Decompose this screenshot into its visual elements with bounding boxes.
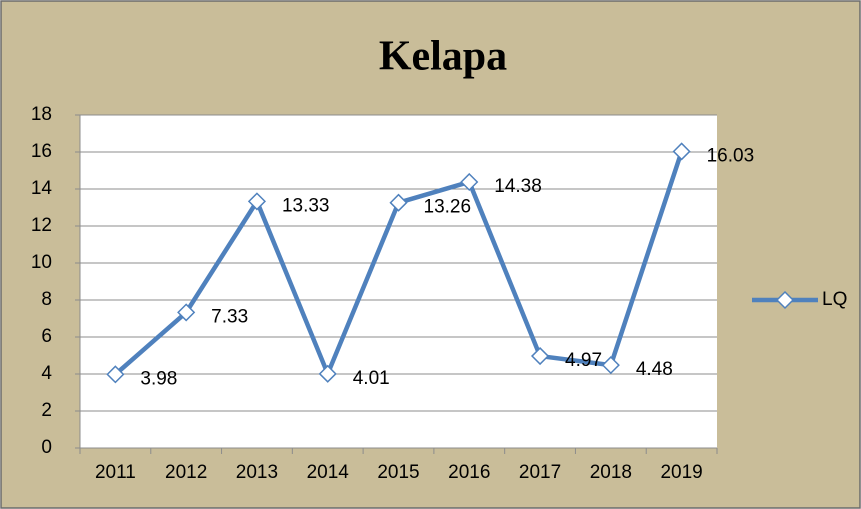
data-point: [177, 303, 196, 322]
data-point: [530, 346, 550, 366]
data-label: 14.38: [494, 176, 542, 197]
data-label: 13.26: [424, 197, 472, 218]
data-label: 7.33: [211, 306, 248, 327]
x-tick-label: 2018: [590, 462, 632, 483]
data-point: [247, 192, 267, 211]
x-tick-label: 2012: [165, 462, 207, 483]
y-tick-label: 18: [31, 104, 52, 125]
x-tick-label: 2011: [95, 462, 136, 483]
data-label: 4.48: [636, 359, 673, 380]
y-tick-label: 6: [41, 326, 52, 347]
data-label: 16.03: [707, 145, 755, 166]
plot-area: [80, 115, 717, 448]
data-label: 4.97: [565, 350, 602, 371]
data-point: [672, 142, 691, 161]
x-tick-label: 2015: [377, 462, 419, 483]
data-point: [389, 193, 408, 212]
data-point: [318, 364, 337, 383]
y-tick-label: 2: [41, 400, 52, 421]
legend-label: LQ: [822, 289, 847, 310]
y-tick-label: 4: [41, 363, 52, 384]
y-tick-label: 0: [41, 437, 52, 458]
x-tick-label: 2014: [307, 462, 350, 483]
data-point: [601, 356, 620, 375]
x-tick-label: 2019: [660, 462, 702, 483]
data-point: [106, 365, 125, 384]
data-label: 4.01: [353, 368, 390, 389]
data-label: 13.33: [282, 195, 330, 216]
y-tick-label: 8: [41, 289, 52, 310]
y-tick-label: 14: [31, 178, 53, 199]
chart-title: Kelapa: [379, 34, 507, 80]
legend-marker: [775, 290, 795, 310]
data-label: 3.98: [140, 368, 177, 389]
x-tick-label: 2016: [448, 462, 490, 483]
x-tick-label: 2013: [236, 462, 278, 483]
x-tick-label: 2017: [519, 462, 561, 483]
data-point: [460, 172, 479, 192]
y-tick-label: 10: [31, 252, 52, 273]
y-tick-label: 16: [31, 141, 52, 162]
y-tick-label: 12: [31, 215, 52, 236]
